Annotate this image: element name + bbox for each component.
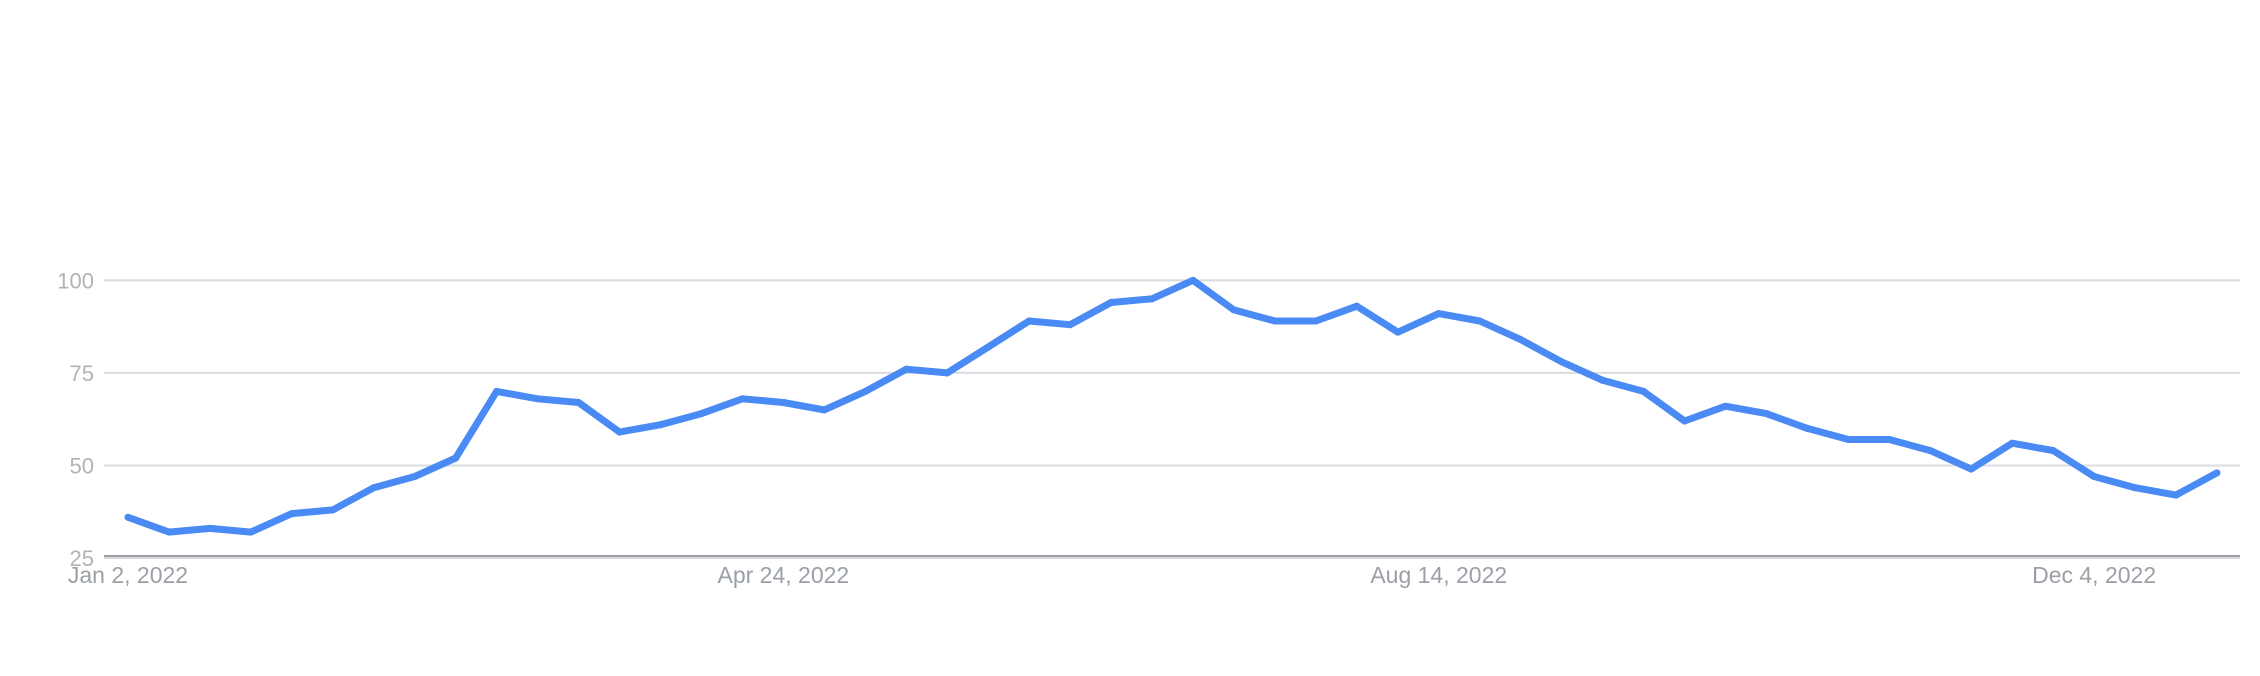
data-point — [165, 528, 173, 536]
data-point — [2131, 484, 2139, 492]
data-point — [1803, 424, 1811, 432]
data-point — [575, 398, 583, 406]
x-tick-label: Aug 14, 2022 — [1370, 562, 1507, 588]
data-point — [2090, 473, 2098, 481]
y-tick-label: 75 — [70, 361, 94, 386]
data-point — [1558, 358, 1566, 366]
x-tick-label: Dec 4, 2022 — [2032, 562, 2156, 588]
data-point — [1599, 376, 1607, 384]
data-point — [1885, 436, 1893, 444]
data-point — [943, 369, 951, 377]
data-point — [206, 524, 214, 532]
data-point — [1066, 321, 1074, 329]
series-lines — [126, 276, 2219, 536]
data-point — [616, 428, 624, 436]
data-point — [820, 406, 828, 414]
data-point — [1967, 465, 1975, 473]
y-tick-label: 25 — [70, 546, 94, 571]
series-line — [126, 276, 2219, 536]
data-point — [370, 484, 378, 492]
data-point — [1517, 336, 1525, 344]
x-tick-label: Jan 2, 2022 — [68, 562, 188, 588]
y-axis-tick-labels: 25 50 75 100 — [57, 268, 94, 571]
data-point — [1353, 302, 1361, 310]
data-point — [288, 510, 296, 518]
x-tick-label: Apr 24, 2022 — [718, 562, 850, 588]
data-point — [1148, 295, 1156, 303]
data-point — [1189, 276, 1197, 284]
data-point — [2213, 469, 2221, 477]
data-point — [1762, 410, 1770, 418]
data-point — [861, 387, 869, 395]
data-point — [329, 506, 337, 514]
data-point — [2049, 447, 2057, 455]
data-point — [1721, 402, 1729, 410]
data-point — [738, 395, 746, 403]
data-point — [1394, 328, 1402, 336]
data-point — [124, 513, 132, 521]
data-point — [697, 410, 705, 418]
data-point — [902, 365, 910, 373]
data-point — [411, 473, 419, 481]
x-axis-tick-labels: Jan 2, 2022 Apr 24, 2022 Aug 14, 2022 Dec 4… — [68, 562, 2156, 588]
data-point — [2008, 439, 2016, 447]
data-point — [1476, 317, 1484, 325]
data-point — [534, 395, 542, 403]
data-point — [247, 528, 255, 536]
data-point — [1230, 306, 1238, 314]
data-point — [1271, 317, 1279, 325]
data-point — [2172, 491, 2180, 499]
data-point — [1681, 417, 1689, 425]
data-point — [1107, 299, 1115, 307]
gridlines — [104, 279, 2240, 559]
y-tick-label: 50 — [70, 453, 94, 478]
data-point — [984, 343, 992, 351]
data-point — [1926, 447, 1934, 455]
data-points — [124, 276, 2221, 536]
data-point — [493, 387, 501, 395]
data-point — [656, 421, 664, 429]
data-point — [1312, 317, 1320, 325]
data-point — [1435, 310, 1443, 318]
y-tick-label: 100 — [57, 268, 94, 293]
data-point — [1640, 387, 1648, 395]
data-point — [1844, 436, 1852, 444]
data-point — [1025, 317, 1033, 325]
data-point — [452, 454, 460, 462]
data-point — [779, 398, 787, 406]
